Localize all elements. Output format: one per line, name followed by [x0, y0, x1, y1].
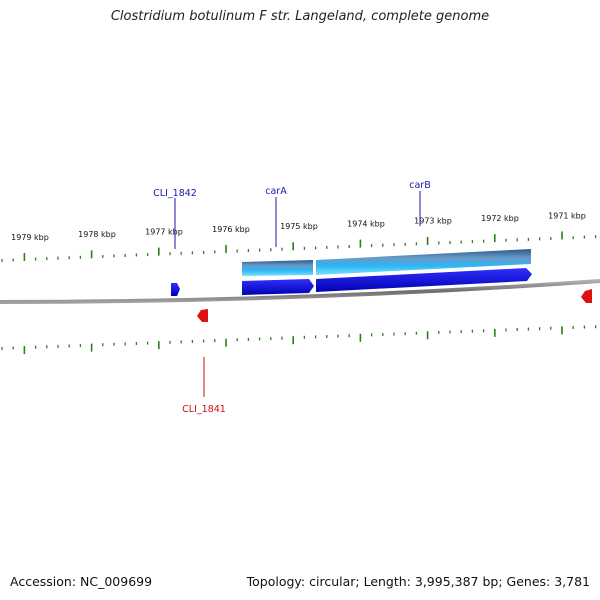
carB-label[interactable]: carB: [409, 180, 430, 191]
CLI_1842-label[interactable]: CLI_1842: [153, 188, 197, 199]
CLI_1841-gene-arrow[interactable]: [197, 309, 208, 322]
CLI_1841-label[interactable]: CLI_1841: [182, 404, 226, 415]
accession-text: Accession: NC_009699: [10, 574, 153, 589]
map-title: Clostridium botulinum F str. Langeland, …: [110, 9, 490, 24]
upper-tick-ruler: [1, 231, 597, 262]
ruler-tick-label: 1977 kbp: [145, 227, 183, 236]
carA-gene-arrow[interactable]: [242, 279, 314, 295]
carA-label[interactable]: carA: [265, 186, 287, 197]
ruler-tick-label: 1974 kbp: [347, 219, 385, 228]
CLI_1842-gene-arrow[interactable]: [171, 283, 180, 296]
lower-tick-ruler: [1, 325, 597, 355]
ruler-tick-label: 1978 kbp: [78, 230, 116, 239]
ruler-labels: 1979 kbp 1978 kbp 1977 kbp 1976 kbp 1975 kbp…: [11, 211, 586, 242]
ruler-tick-label: 1979 kbp: [11, 233, 49, 242]
carB-gene-arrow[interactable]: [316, 268, 532, 292]
genome-backbone: [0, 279, 600, 304]
ruler-tick-label: 1975 kbp: [280, 222, 318, 231]
ruler-tick-label: 1971 kbp: [548, 211, 586, 220]
ruler-tick-label: 1976 kbp: [212, 225, 250, 234]
carA-cds-bar[interactable]: [242, 260, 313, 276]
ruler-tick-label: 1972 kbp: [481, 214, 519, 223]
carB-cds-bar[interactable]: [316, 249, 531, 275]
topology-text: Topology: circular; Length: 3,995,387 bp…: [246, 574, 590, 589]
ruler-tick-label: 1973 kbp: [414, 217, 452, 226]
edge-reverse-gene-arrow[interactable]: [581, 289, 592, 303]
